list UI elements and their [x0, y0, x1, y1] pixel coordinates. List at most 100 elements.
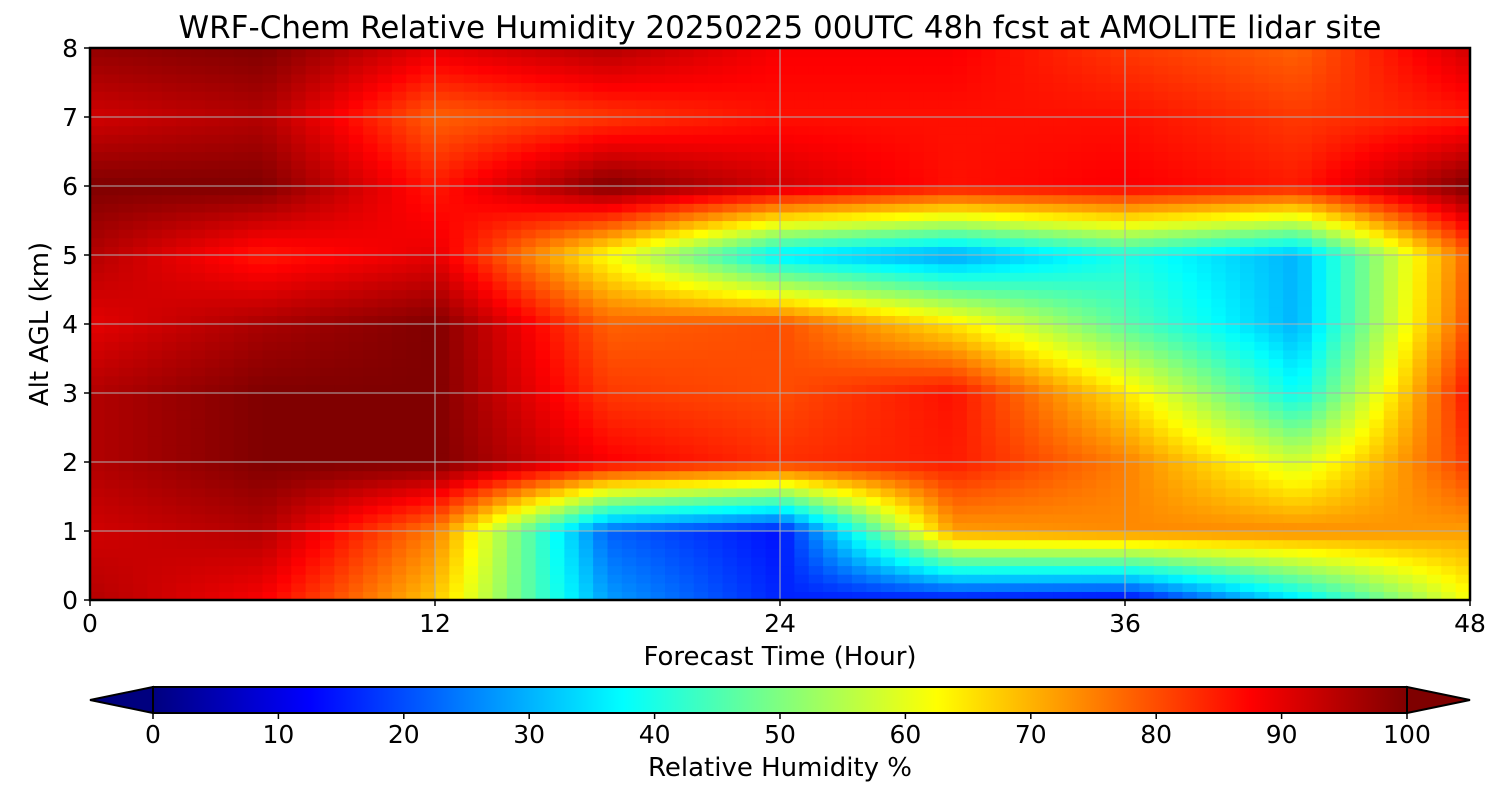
heatmap-cell [751, 255, 767, 265]
heatmap-cell [1081, 574, 1097, 584]
heatmap-cell [607, 99, 623, 109]
heatmap-cell [1053, 591, 1069, 600]
heatmap-cell [722, 186, 738, 196]
heatmap-cell [708, 522, 724, 532]
heatmap-cell [1125, 280, 1140, 291]
heatmap-cell [1125, 298, 1140, 308]
heatmap-cell [1125, 479, 1140, 489]
heatmap-cell [276, 418, 292, 429]
heatmap-cell [679, 574, 695, 584]
heatmap-cell [895, 134, 910, 144]
heatmap-cell [550, 539, 565, 549]
heatmap-cell [966, 358, 982, 368]
heatmap-cell [449, 487, 465, 498]
heatmap-cell [391, 99, 407, 109]
heatmap-cell [1139, 470, 1155, 480]
heatmap-cell [578, 91, 594, 101]
heatmap-cell [1110, 470, 1126, 480]
heatmap-cell [636, 539, 652, 549]
heatmap-cell [176, 229, 192, 239]
heatmap-cell [636, 505, 652, 515]
heatmap-cell [291, 427, 307, 437]
heatmap-cell [679, 332, 695, 342]
heatmap-cell [880, 548, 896, 558]
heatmap-cell [765, 65, 781, 75]
heatmap-cell [1081, 65, 1097, 75]
heatmap-cell [147, 401, 163, 411]
heatmap-cell [1053, 324, 1069, 334]
heatmap-cell [334, 574, 350, 584]
heatmap-cell [636, 574, 652, 584]
heatmap-cell [550, 255, 565, 265]
heatmap-cell [1010, 384, 1025, 394]
heatmap-cell [794, 444, 810, 454]
heatmap-cell [765, 246, 781, 256]
heatmap-cell [923, 531, 939, 541]
heatmap-cell [794, 255, 810, 265]
heatmap-cell [1196, 255, 1212, 265]
heatmap-cell [233, 444, 249, 454]
heatmap-cell [1067, 177, 1083, 187]
heatmap-cell [895, 263, 910, 273]
heatmap-cell [1038, 91, 1054, 101]
heatmap-cell [1196, 142, 1212, 153]
heatmap-cell [104, 479, 120, 489]
heatmap-cell [118, 229, 134, 239]
heatmap-cell [363, 565, 379, 575]
heatmap-cell [780, 539, 795, 549]
heatmap-cell [420, 237, 436, 247]
heatmap-cell [693, 220, 709, 230]
heatmap-cell [219, 418, 235, 429]
heatmap-cell [607, 255, 623, 265]
heatmap-cell [765, 487, 781, 498]
heatmap-cell [478, 487, 494, 498]
heatmap-cell [205, 263, 220, 273]
heatmap-cell [435, 332, 450, 342]
heatmap-cell [895, 513, 910, 523]
heatmap-cell [1038, 393, 1054, 403]
heatmap-cell [363, 505, 379, 515]
heatmap-cell [607, 82, 623, 92]
heatmap-cell [679, 367, 695, 377]
heatmap-cell [1110, 160, 1126, 170]
heatmap-cell [1125, 332, 1140, 342]
heatmap-cell [233, 203, 249, 213]
heatmap-cell [780, 134, 795, 144]
heatmap-cell [248, 418, 264, 429]
heatmap-cell [1096, 341, 1112, 351]
heatmap-cell [1010, 401, 1025, 411]
heatmap-cell [636, 513, 652, 523]
heatmap-cell [262, 556, 278, 567]
heatmap-cell [291, 367, 307, 377]
heatmap-cell [463, 211, 479, 222]
heatmap-cell [1081, 194, 1097, 204]
heatmap-cell [506, 306, 522, 316]
heatmap-cell [161, 73, 177, 84]
heatmap-cell [564, 91, 580, 101]
heatmap-cell [679, 151, 695, 161]
heatmap-cell [1038, 574, 1054, 584]
heatmap-cell [276, 255, 292, 265]
heatmap-cell [550, 531, 565, 541]
heatmap-cell [966, 203, 982, 213]
heatmap-cell [550, 280, 565, 291]
heatmap-cell [665, 65, 680, 75]
heatmap-cell [952, 203, 968, 213]
heatmap-cell [736, 108, 752, 118]
heatmap-cell [636, 479, 652, 489]
heatmap-cell [176, 548, 192, 558]
heatmap-cell [535, 186, 551, 196]
heatmap-cell [161, 358, 177, 368]
heatmap-cell [435, 375, 450, 385]
heatmap-cell [233, 531, 249, 541]
heatmap-cell [478, 229, 494, 239]
heatmap-cell [406, 505, 422, 515]
heatmap-cell [147, 462, 163, 472]
heatmap-cell [765, 384, 781, 394]
heatmap-cell [535, 99, 551, 109]
heatmap-cell [966, 306, 982, 316]
heatmap-cell [794, 142, 810, 153]
heatmap-cell [851, 211, 867, 222]
heatmap-cell [276, 73, 292, 84]
heatmap-cell [161, 272, 177, 282]
